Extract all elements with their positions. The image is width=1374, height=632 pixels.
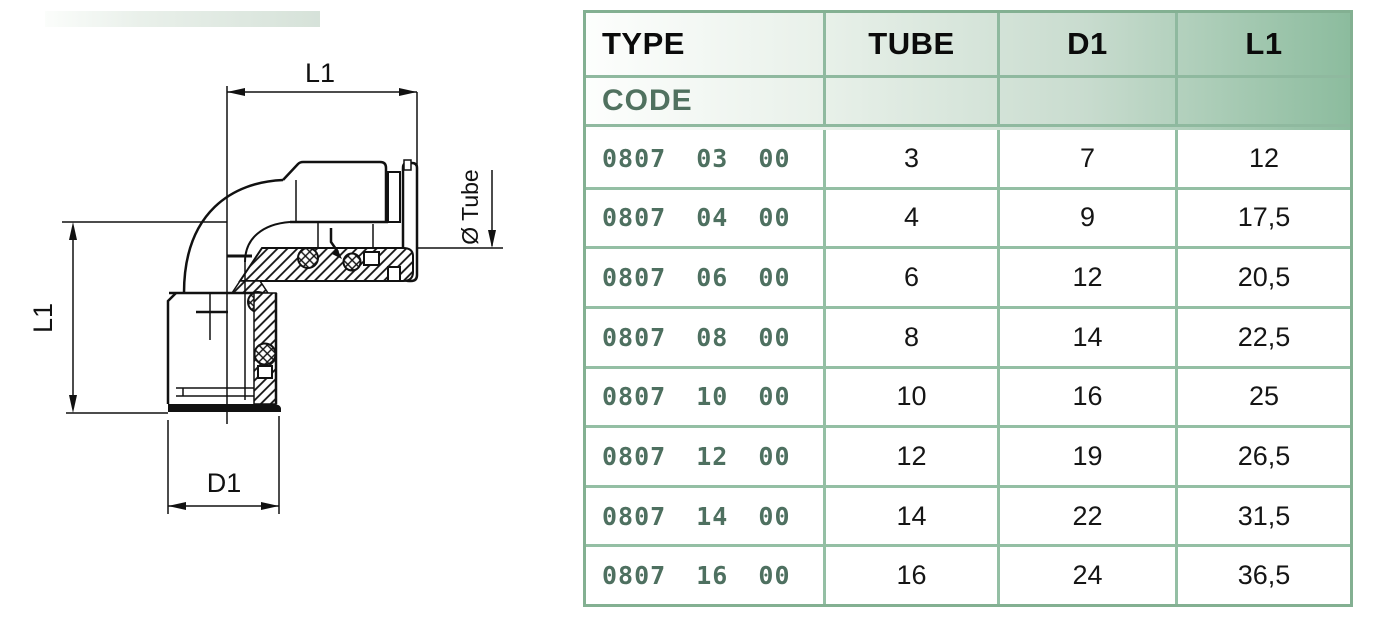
- table-row: 0807 03 00 3 7 12: [586, 130, 1350, 190]
- dim-label-tube: Ø Tube: [457, 169, 483, 244]
- header-d1: D1: [1000, 13, 1178, 75]
- header-l1: L1: [1245, 26, 1283, 61]
- dim-label-l1-left: L1: [28, 303, 58, 333]
- d1-cell: 14: [1000, 308, 1178, 366]
- dimension-arrows: [69, 88, 496, 510]
- dimension-lines: [62, 86, 503, 514]
- code-label: CODE: [586, 78, 826, 124]
- gradient-banner: [45, 11, 320, 27]
- d1-cell: 7: [1000, 130, 1178, 187]
- tube-cell: 10: [826, 368, 1000, 426]
- code-cell: 0807 08 00: [586, 308, 826, 366]
- spec-table: TYPE TUBE D1 L1 CODE 0807 03 00 3 7 12 0…: [583, 10, 1353, 607]
- table-row: 0807 10 00 10 16 25: [586, 368, 1350, 429]
- l1-cell: 36,5: [1237, 560, 1291, 591]
- table-row: 0807 08 00 8 14 22,5: [586, 308, 1350, 369]
- header-tube: TUBE: [826, 13, 1000, 75]
- table-row: 0807 06 00 6 12 20,5: [586, 249, 1350, 309]
- tube-cell: 6: [826, 249, 1000, 306]
- code-cell: 0807 03 00: [586, 130, 826, 187]
- d1-cell: 12: [1000, 249, 1178, 306]
- empty-cell: [1000, 78, 1178, 124]
- table-row: 0807 04 00 4 9 17,5: [586, 189, 1350, 250]
- code-header-row: CODE: [586, 78, 1350, 127]
- empty-cell: [1178, 78, 1350, 124]
- technical-drawing: L1 L1 D1 Ø Tube: [28, 58, 503, 514]
- table-row: 0807 12 00 12 19 26,5: [586, 428, 1350, 488]
- table-row: 0807 16 00 16 24 36,5: [586, 547, 1350, 604]
- d1-cell: 16: [1000, 368, 1178, 426]
- code-cell: 0807 04 00: [586, 189, 826, 247]
- l1-cell: 31,5: [1237, 500, 1291, 531]
- l1-cell: 17,5: [1237, 202, 1291, 233]
- d1-cell: 24: [1000, 547, 1178, 604]
- l1-cell: 25: [1248, 381, 1280, 412]
- table-body: 0807 03 00 3 7 12 0807 04 00 4 9 17,5 08…: [586, 130, 1350, 604]
- tube-cell: 4: [826, 189, 1000, 247]
- tube-cell: 14: [826, 487, 1000, 545]
- l1-cell: 26,5: [1237, 440, 1291, 471]
- fitting-body: [166, 159, 419, 412]
- header-row: TYPE TUBE D1 L1: [586, 13, 1350, 78]
- l1-cell: 22,5: [1237, 321, 1291, 352]
- empty-cell: [826, 78, 1000, 124]
- table-row: 0807 14 00 14 22 31,5: [586, 487, 1350, 548]
- code-cell: 0807 06 00: [586, 249, 826, 306]
- tube-cell: 3: [826, 130, 1000, 187]
- code-cell: 0807 12 00: [586, 428, 826, 485]
- dim-label-d1: D1: [207, 468, 242, 498]
- tube-cell: 12: [826, 428, 1000, 485]
- code-cell: 0807 10 00: [586, 368, 826, 426]
- l1-cell: 20,5: [1237, 262, 1291, 293]
- code-cell: 0807 16 00: [586, 547, 826, 604]
- table-header: TYPE TUBE D1 L1 CODE: [586, 13, 1350, 130]
- l1-cell: 12: [1248, 142, 1280, 173]
- header-type: TYPE: [586, 13, 826, 75]
- dim-label-l1-top: L1: [305, 58, 335, 88]
- tube-cell: 8: [826, 308, 1000, 366]
- d1-cell: 22: [1000, 487, 1178, 545]
- d1-cell: 19: [1000, 428, 1178, 485]
- code-cell: 0807 14 00: [586, 487, 826, 545]
- tube-cell: 16: [826, 547, 1000, 604]
- d1-cell: 9: [1000, 189, 1178, 247]
